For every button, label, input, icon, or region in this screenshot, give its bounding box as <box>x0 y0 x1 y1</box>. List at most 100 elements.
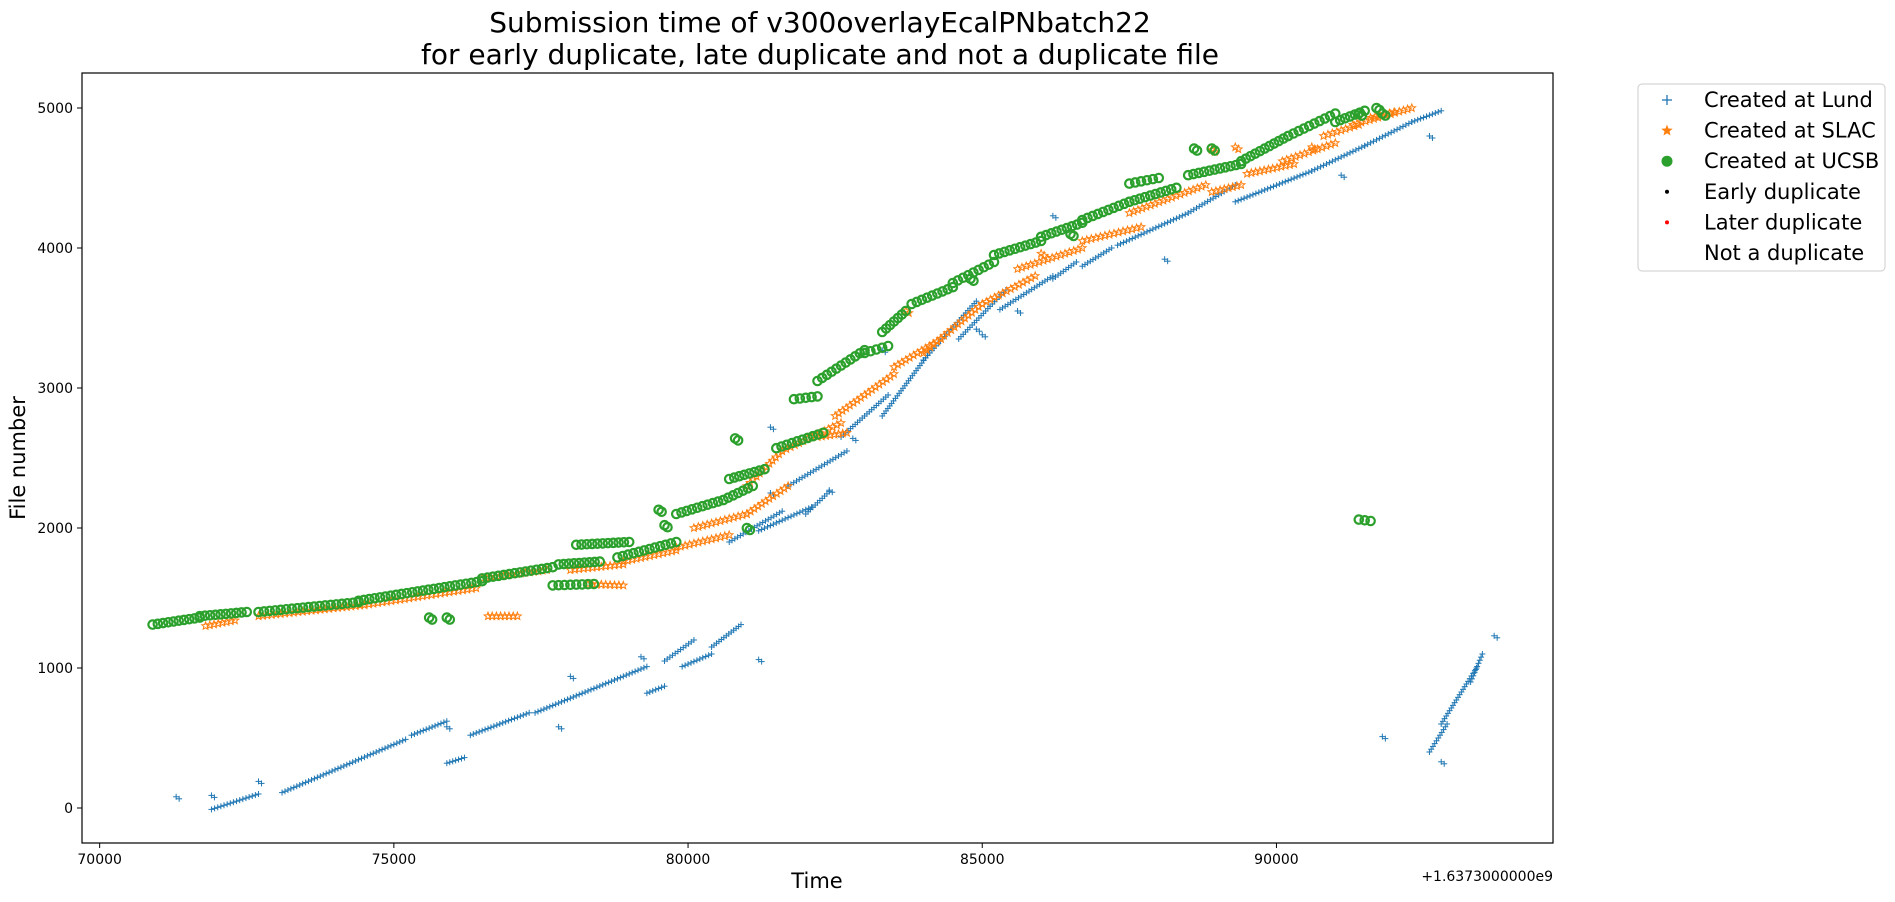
data-point <box>852 437 859 444</box>
data-point <box>782 515 789 522</box>
data-point <box>1305 169 1312 176</box>
data-point <box>252 792 259 799</box>
data-point <box>1129 235 1136 242</box>
data-point <box>1252 190 1259 197</box>
data-point <box>568 558 580 569</box>
data-point <box>1206 186 1217 197</box>
data-point <box>790 511 797 518</box>
legend-label: Not a duplicate <box>1704 241 1864 265</box>
data-point <box>706 533 717 544</box>
data-point <box>302 779 309 786</box>
data-point <box>973 264 984 276</box>
data-point <box>287 785 294 792</box>
data-point <box>770 521 777 528</box>
data-point <box>921 292 933 303</box>
data-point <box>1038 250 1050 260</box>
data-point <box>1288 128 1299 139</box>
data-point <box>346 760 353 767</box>
data-point <box>479 727 486 734</box>
data-point <box>334 765 341 772</box>
data-point <box>1398 105 1409 115</box>
data-point <box>303 601 314 613</box>
data-point <box>476 728 483 735</box>
data-point <box>1309 118 1320 129</box>
data-point <box>563 558 575 569</box>
legend-frame <box>1637 83 1886 272</box>
data-point <box>473 729 480 736</box>
data-point <box>788 393 800 405</box>
series-created-at-ucsb <box>147 102 1391 630</box>
data-point <box>640 551 651 562</box>
data-point <box>200 620 211 631</box>
data-point <box>1155 223 1162 230</box>
data-point <box>1132 234 1139 241</box>
data-point <box>679 663 686 670</box>
data-point <box>470 731 477 738</box>
data-point <box>279 789 286 796</box>
data-point <box>1129 194 1140 206</box>
data-point <box>881 373 892 384</box>
plot-frame <box>81 72 1554 844</box>
data-point <box>1150 188 1161 200</box>
data-point <box>797 434 808 445</box>
data-point <box>859 347 870 359</box>
data-point <box>1408 119 1415 125</box>
data-point <box>841 427 853 438</box>
data-point <box>162 616 174 628</box>
data-point <box>1104 229 1115 239</box>
data-point <box>670 536 682 548</box>
data-point <box>1347 119 1358 130</box>
legend-item-created-at-ucsb: Created at UCSB <box>1661 149 1879 173</box>
data-point <box>686 504 698 515</box>
data-point <box>1319 113 1331 124</box>
data-point <box>1225 160 1236 172</box>
data-point <box>547 580 559 591</box>
data-point <box>332 766 339 773</box>
data-point <box>771 442 782 454</box>
data-point <box>662 521 673 533</box>
data-point <box>1246 192 1253 199</box>
data-point <box>1223 182 1234 193</box>
data-point <box>411 731 418 738</box>
data-point <box>406 586 418 598</box>
data-point <box>865 345 876 357</box>
data-point <box>1397 124 1404 131</box>
data-point <box>217 803 224 810</box>
data-point <box>1124 196 1135 208</box>
legend-label: Created at Lund <box>1704 88 1873 112</box>
data-point <box>505 717 512 724</box>
data-point <box>637 666 644 673</box>
data-point <box>215 609 226 620</box>
data-point <box>264 605 275 617</box>
data-point <box>900 354 911 365</box>
data-point <box>767 455 778 465</box>
data-point <box>1478 654 1485 661</box>
data-point <box>1349 148 1356 155</box>
data-point <box>833 428 844 439</box>
data-point <box>1303 120 1315 132</box>
data-point <box>1423 113 1430 120</box>
data-point <box>426 614 438 625</box>
data-point <box>594 556 606 567</box>
data-point <box>367 751 374 758</box>
data-point <box>476 573 488 584</box>
data-point <box>1124 178 1135 189</box>
data-point <box>1117 225 1129 236</box>
data-point <box>749 503 760 514</box>
data-point <box>1276 181 1283 188</box>
data-point <box>408 732 415 739</box>
data-point <box>685 661 692 668</box>
data-point <box>622 549 634 560</box>
data-point <box>1090 232 1102 243</box>
data-point <box>221 616 232 627</box>
data-point <box>1441 760 1448 767</box>
data-point <box>1351 118 1363 128</box>
data-point <box>440 719 447 726</box>
data-point <box>1373 136 1380 143</box>
data-point <box>661 683 668 690</box>
data-point <box>296 782 303 788</box>
data-point <box>644 543 655 555</box>
data-point <box>656 506 667 518</box>
data-point <box>342 597 353 609</box>
data-point <box>1113 200 1125 212</box>
